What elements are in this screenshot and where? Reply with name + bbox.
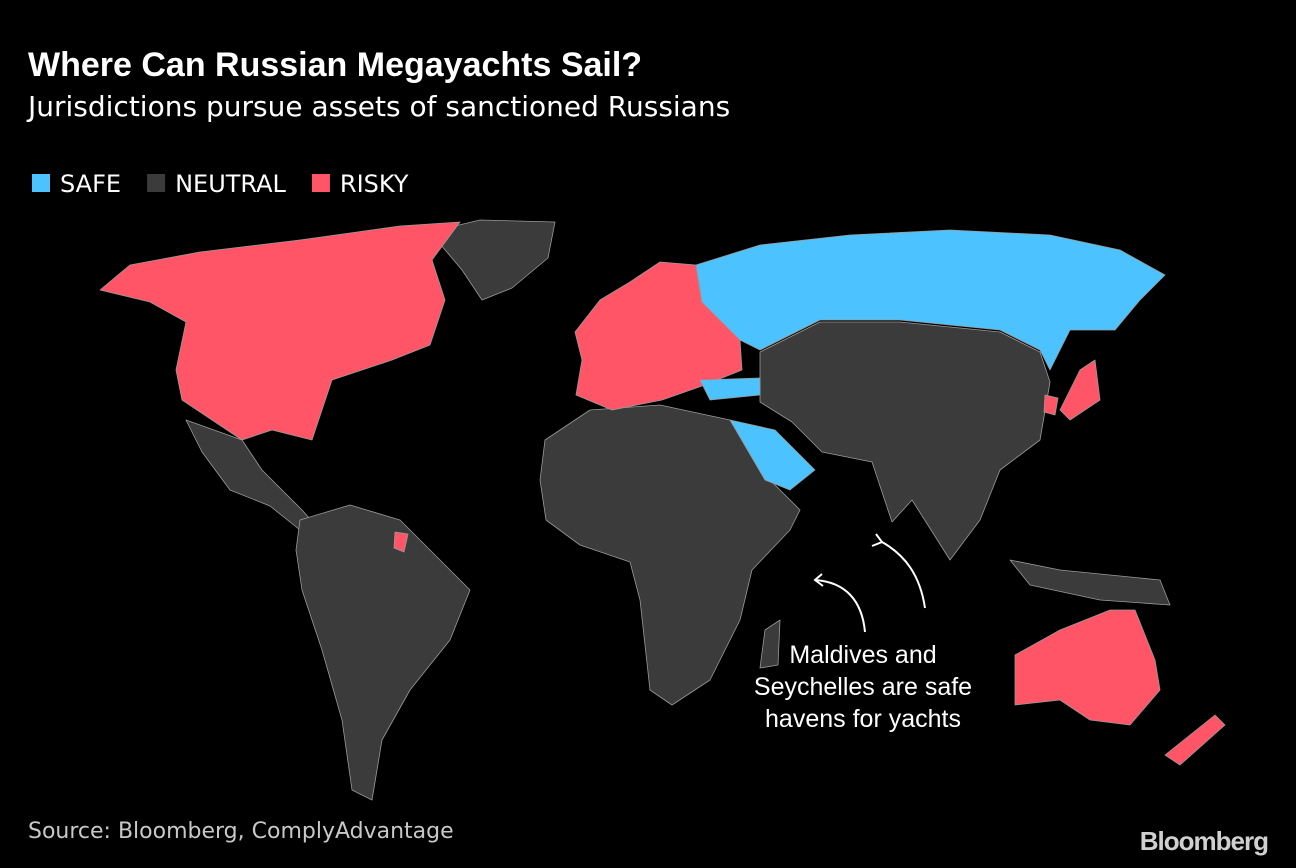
arrowhead bbox=[871, 533, 884, 547]
annotation: Maldives and Seychelles are safe havens fo… bbox=[754, 641, 972, 733]
source: Source: Bloomberg, ComplyAdvantage bbox=[28, 819, 454, 844]
russia bbox=[695, 229, 1166, 371]
turkey bbox=[699, 377, 761, 401]
arrow-maldives bbox=[881, 541, 926, 609]
subtitle: Jurisdictions pursue assets of sanctione… bbox=[26, 90, 730, 123]
annotation-arrows bbox=[813, 533, 926, 633]
legend: SAFE NEUTRAL RISKY bbox=[32, 170, 409, 198]
korea bbox=[1043, 394, 1059, 416]
europe bbox=[574, 261, 743, 411]
annotation-line: havens for yachts bbox=[765, 705, 961, 733]
arabian-peninsula bbox=[729, 419, 816, 491]
africa bbox=[539, 404, 801, 706]
french-guiana bbox=[393, 531, 409, 553]
title: Where Can Russian Megayachts Sail? bbox=[28, 46, 642, 84]
legend-swatch bbox=[147, 174, 166, 192]
japan bbox=[1059, 359, 1101, 421]
north-america bbox=[99, 221, 461, 441]
madagascar bbox=[759, 619, 781, 669]
asia bbox=[759, 321, 1051, 561]
annotation-line: Seychelles are safe bbox=[754, 673, 972, 701]
new-zealand bbox=[1164, 714, 1226, 766]
legend-swatch bbox=[32, 174, 50, 192]
annotation-line: Maldives and bbox=[789, 641, 936, 669]
southeast-asia-islands bbox=[1009, 559, 1171, 606]
logo: Bloomberg bbox=[1140, 826, 1268, 856]
arrowhead bbox=[813, 573, 824, 587]
legend-label: SAFE bbox=[60, 170, 121, 198]
greenland bbox=[429, 219, 556, 301]
south-america bbox=[295, 504, 471, 801]
legend-label: NEUTRAL bbox=[175, 170, 286, 198]
australia bbox=[1014, 609, 1161, 726]
legend-swatch bbox=[311, 174, 330, 192]
legend-label: RISKY bbox=[340, 170, 409, 198]
arrow-seychelles bbox=[814, 579, 866, 633]
world-map bbox=[99, 219, 1226, 801]
